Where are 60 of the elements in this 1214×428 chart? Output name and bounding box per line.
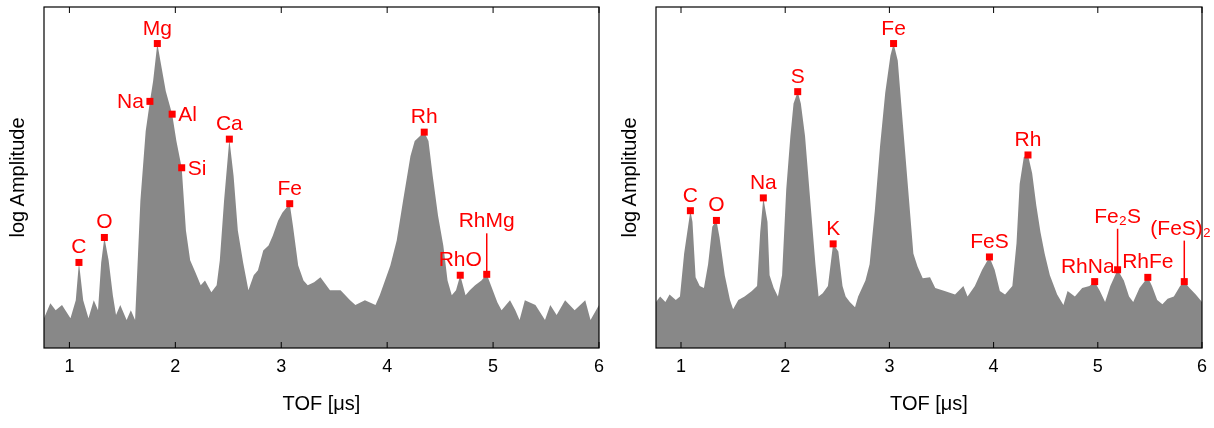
annotation: Fe	[881, 15, 906, 39]
x-tick-label: 1	[64, 356, 75, 376]
annotation: RhNa	[1060, 253, 1115, 277]
point	[1091, 278, 1099, 286]
x-tick-label: 2	[170, 356, 181, 376]
point	[794, 88, 802, 96]
point	[686, 207, 694, 215]
point	[1024, 151, 1032, 159]
annotation: Na	[749, 169, 778, 193]
point	[286, 200, 294, 208]
point	[75, 258, 83, 266]
annotation: RhO	[438, 247, 482, 271]
annotation: Fe₂S	[1094, 203, 1141, 227]
point	[759, 194, 767, 202]
x-axis-title: TOF [μs]	[282, 392, 361, 414]
annotation: RhFe	[1122, 249, 1174, 273]
annotation: Mg	[142, 15, 172, 39]
point	[100, 233, 108, 241]
annotation: RhMg	[458, 208, 515, 232]
x-tick-label: 3	[276, 356, 287, 376]
x-tick-label: 4	[382, 356, 393, 376]
annotation: Rh	[410, 104, 438, 128]
annotation: Si	[187, 155, 207, 179]
point	[456, 271, 464, 279]
point	[420, 128, 428, 136]
y-axis-title: log Amplitude	[618, 117, 640, 238]
x-tick-label: 5	[1092, 356, 1103, 376]
annotation: O	[708, 192, 725, 216]
point	[712, 216, 720, 224]
annotation: Fe	[277, 175, 302, 199]
x-tick-label: 6	[593, 356, 605, 376]
point	[829, 240, 837, 248]
annotation: Al	[178, 102, 197, 126]
point	[483, 270, 491, 278]
annotation: K	[826, 215, 841, 239]
annotation: Na	[117, 89, 145, 113]
x-tick-label: 6	[1196, 356, 1208, 376]
point	[168, 110, 176, 118]
x-axis-title: TOF [μs]	[890, 392, 968, 414]
y-axis-title: log Amplitude	[6, 117, 28, 238]
x-tick-label: 3	[884, 356, 895, 376]
point	[225, 135, 233, 143]
x-tick-label: 1	[676, 356, 687, 376]
point	[178, 164, 186, 172]
point	[985, 253, 993, 261]
x-tick-label: 2	[780, 356, 791, 376]
point	[153, 40, 161, 48]
point	[890, 40, 898, 48]
annotation: FeS	[970, 228, 1009, 252]
point	[1180, 278, 1188, 286]
annotation: O	[96, 209, 113, 233]
annotation: C	[682, 182, 698, 206]
point	[146, 97, 154, 105]
x-tick-label: 5	[488, 356, 499, 376]
point	[1144, 273, 1152, 281]
annotation: Rh	[1014, 126, 1042, 150]
annotation: S	[790, 63, 805, 87]
x-tick-label: 4	[988, 356, 999, 376]
annotation: Ca	[215, 111, 244, 135]
annotation: C	[71, 234, 87, 258]
